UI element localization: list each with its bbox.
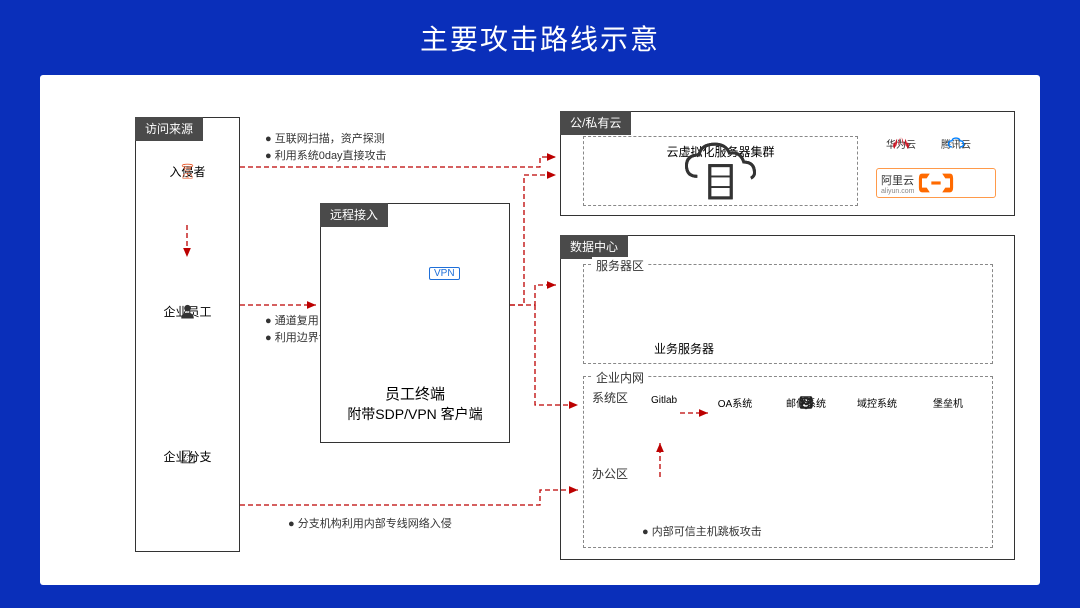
intranet-area: 企业内网 系统区 办公区 Gitlab OA系统 邮件系统 AD: [583, 376, 993, 548]
branch-label: 企业分支: [136, 448, 239, 465]
note-bottom: ● 分支机构利用内部专线网络入侵: [288, 515, 452, 531]
remote-line1: 员工终端: [321, 383, 509, 404]
vpn-badge: VPN: [429, 267, 460, 280]
zone-office: 办公区: [592, 465, 628, 482]
diagram-canvas: 访问来源 入侵者 企业员工: [40, 75, 1040, 585]
employee-icon: 企业员工: [136, 303, 239, 320]
cloud-cluster-label: 云虚拟化服务器集群: [584, 143, 857, 160]
source-box: 访问来源 入侵者 企业员工: [135, 117, 240, 552]
remote-box: 远程接入 VPN 员工终端 附带SDP/VPN 客户端: [320, 203, 510, 443]
sys-oa: OA系统: [713, 395, 757, 410]
vendor-aliyun: 阿里云aliyun.com: [876, 168, 996, 198]
vendor-tencent: 腾讯云: [931, 136, 981, 151]
cloud-cluster: 云虚拟化服务器集群: [583, 136, 858, 206]
sys-mail: 邮件系统: [784, 395, 828, 410]
zone-system: 系统区: [592, 389, 628, 406]
server-area: 服务器区 业务服务器: [583, 264, 993, 364]
intruder-label: 入侵者: [136, 163, 239, 180]
page-title: 主要攻击路线示意: [0, 0, 1080, 70]
employee-label: 企业员工: [136, 303, 239, 320]
branch-icon: 企业分支: [136, 448, 239, 465]
server-area-tag: 服务器区: [592, 257, 648, 274]
intranet-note: ● 内部可信主机跳板攻击: [642, 523, 762, 539]
remote-line2: 附带SDP/VPN 客户端: [321, 404, 509, 424]
server-area-label: 业务服务器: [604, 340, 764, 357]
dc-tag: 数据中心: [560, 235, 628, 259]
sys-gitlab: Gitlab: [642, 395, 686, 410]
vendor-huawei: 华为云: [876, 136, 926, 151]
dc-box: 数据中心 服务器区 业务服务器 企业内网 系统区 办公区: [560, 235, 1015, 560]
cloud-tag: 公/私有云: [560, 111, 631, 135]
cloud-box: 公/私有云 云虚拟化服务器集群 华为云 腾讯云 阿里云aliyun.com: [560, 111, 1015, 216]
remote-tag: 远程接入: [320, 203, 388, 227]
intruder-icon: 入侵者: [136, 163, 239, 180]
intranet-tag: 企业内网: [592, 369, 648, 386]
note-top: ● 互联网扫描，资产探测 ● 利用系统0day直接攻击: [265, 131, 387, 164]
source-tag: 访问来源: [135, 117, 203, 141]
sys-bastion: 堡垒机: [926, 395, 970, 410]
sys-domain: AD 域控系统: [855, 395, 899, 410]
